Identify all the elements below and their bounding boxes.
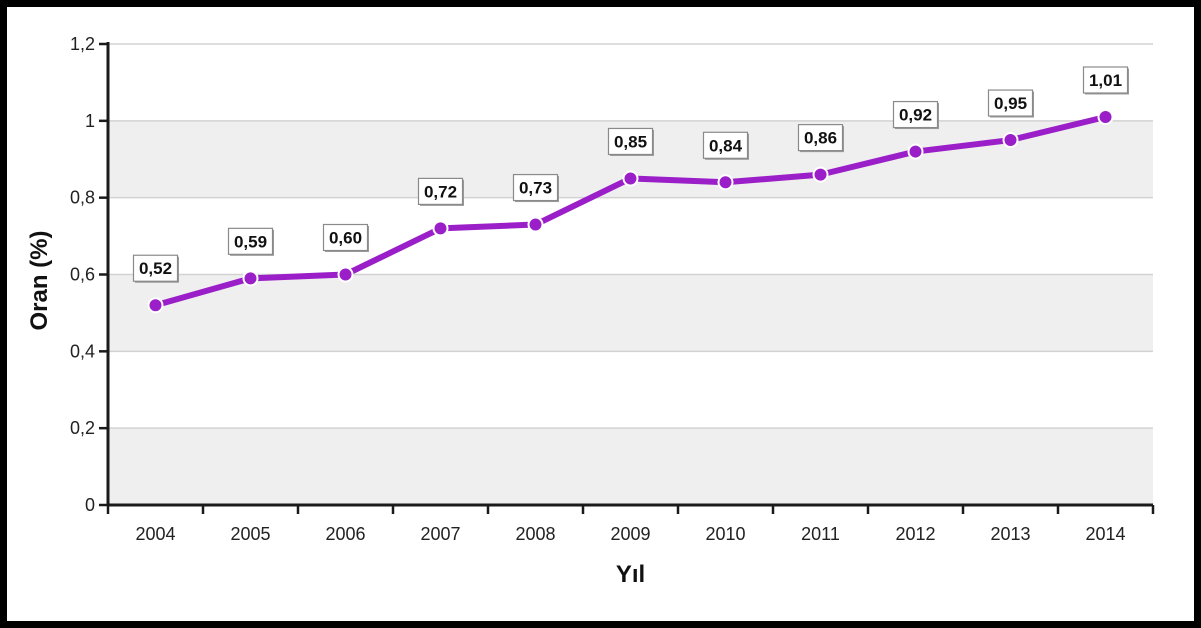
y-tick-label: 1,2 [70,34,95,54]
data-point [622,170,639,187]
data-label-box [417,177,464,205]
data-label-box [1082,66,1129,94]
x-tick-label: 2005 [230,524,270,544]
x-tick-label: 2007 [420,524,460,544]
data-label-text: 0,86 [804,129,837,148]
data-label: 0,85 [607,127,654,156]
y-tick-label: 0,8 [70,188,95,208]
data-label-box [987,89,1034,117]
y-tick-label: 0,2 [70,418,95,438]
grid-bands [108,120,1153,505]
data-point [527,216,544,233]
data-label: 0,72 [417,177,464,206]
x-tick-label: 2009 [610,524,650,544]
data-point [717,174,734,191]
data-label-text: 0,59 [234,232,267,251]
y-tick-label: 0 [85,495,95,515]
data-label: 0,95 [987,89,1034,118]
data-label-text: 0,52 [139,259,172,278]
data-point [337,266,354,283]
grid-band [108,274,1153,352]
x-axis-ticks: 2004 2005 2006 2007 2008 2009 2010 2011 2012 2013… [106,505,1155,544]
data-label-box [607,127,654,156]
series-group [147,108,1114,314]
data-point [907,143,924,160]
data-label-text: 0,92 [899,106,932,125]
data-labels: 0,52 0,59 0,60 0,72 0,73 0,85 0,84 0,86 0,92 0,95… [132,66,1129,283]
data-label-box [132,254,179,282]
data-label-text: 0,84 [709,136,743,155]
data-label: 0,60 [322,223,369,252]
data-label: 0,84 [702,131,749,160]
data-label-text: 0,95 [994,94,1027,113]
grid-band [108,428,1153,505]
x-tick-label: 2013 [990,524,1030,544]
data-label-text: 0,60 [329,229,362,248]
data-label-box [227,227,274,255]
data-label: 0,59 [227,227,274,256]
x-axis-title: Yıl [616,561,645,588]
x-tick-label: 2014 [1085,524,1125,544]
x-tick-label: 2004 [135,524,175,544]
data-label: 1,01 [1082,66,1129,95]
data-point [812,166,829,183]
x-tick-label: 2008 [515,524,555,544]
data-label-text: 0,85 [614,132,647,151]
data-label: 0,92 [892,100,939,130]
y-tick-label: 0,6 [70,265,95,285]
y-tick-label: 1 [85,111,95,131]
x-tick-label: 2012 [895,524,935,544]
data-point [1002,132,1019,149]
data-label-box [892,100,939,129]
data-point [242,270,259,287]
data-label: 0,86 [797,124,844,153]
y-axis-title: Oran (%) [26,230,53,330]
data-label-box [322,223,369,252]
data-label-text: 1,01 [1089,71,1122,90]
x-tick-label: 2010 [705,524,745,544]
x-tick-label: 2011 [801,524,840,544]
x-tick-label: 2006 [325,524,365,544]
y-axis-ticks: 0 0,2 0,4 0,6 0,8 1 1,2 [70,34,108,515]
data-label-box [512,173,559,202]
data-label: 0,73 [512,173,559,203]
data-point [147,297,164,314]
data-label-text: 0,73 [519,179,552,198]
data-point [432,220,449,237]
data-label-text: 0,72 [424,182,457,201]
data-label-box [702,131,749,159]
y-tick-label: 0,4 [70,341,95,361]
data-label-box [797,124,844,152]
data-label: 0,52 [132,254,179,283]
data-point [1097,108,1114,125]
